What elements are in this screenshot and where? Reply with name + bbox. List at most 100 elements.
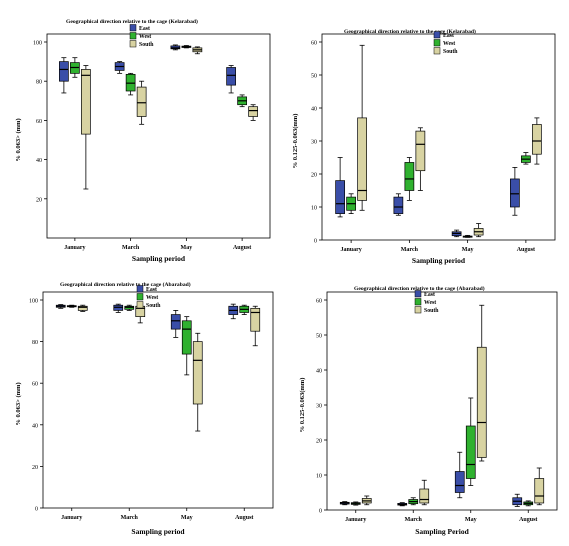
y-tick-label: 30 [311, 140, 317, 146]
x-tick-label: March [121, 515, 139, 521]
box-west [465, 425, 476, 479]
y-tick-label: 20 [36, 197, 42, 203]
y-tick-label: 40 [32, 423, 38, 429]
chart-abarabad-fine: 0 20 40 60 80 100 January March May August Geograp… [0, 270, 284, 541]
y-tick-label: 80 [32, 340, 38, 346]
legend-swatch-east [136, 285, 144, 293]
x-tick-label: August [235, 515, 253, 521]
legend-swatch-west [136, 293, 144, 301]
chart-svg: 20 40 60 80 100 January March May August Geograph… [15, 18, 271, 263]
y-tick-label: 40 [311, 107, 317, 113]
box-south [77, 305, 88, 311]
plot-frame [42, 291, 274, 509]
box-west [404, 162, 415, 191]
legend-label-east: East [424, 292, 435, 298]
x-tick-label: August [233, 245, 251, 251]
x-tick-label: January [61, 515, 82, 521]
y-tick-label: 60 [311, 41, 317, 47]
chart-svg: 0 10 20 30 40 50 60 January March May August Geogra… [292, 28, 556, 265]
y-tick-label: 20 [32, 465, 38, 471]
legend-label-east: East [146, 287, 157, 293]
y-tick-label: 60 [36, 119, 42, 125]
legend-label-west: West [146, 295, 158, 301]
legend-swatch-west [414, 298, 422, 306]
chart-abarabad-medium: 0 10 20 30 40 50 60 January March May August Geogra… [284, 270, 569, 541]
y-tick-label: 0 [319, 509, 322, 515]
x-axis-label: Sampling Period [415, 527, 469, 536]
legend-label-south: South [146, 303, 161, 309]
x-tick-label: August [517, 247, 535, 253]
legend-label-south: South [443, 49, 458, 55]
box-south [250, 307, 261, 332]
chart-title: Geographical direction relative to the c… [354, 285, 485, 292]
x-tick-label: May [462, 247, 474, 253]
legend-swatch-west [129, 32, 137, 40]
legend-label-east: East [139, 26, 150, 32]
x-tick-label: March [401, 247, 419, 253]
chart-title: Geographical direction relative to the c… [60, 281, 191, 288]
y-tick-label: 30 [316, 404, 322, 410]
plot-frame [321, 33, 556, 241]
y-tick-label: 10 [311, 206, 317, 212]
box-east [226, 67, 236, 86]
box-south [415, 130, 426, 172]
x-tick-label: May [465, 517, 477, 523]
y-axis-label: % 0.063> (mm) [15, 382, 22, 425]
legend-swatch-east [433, 31, 441, 39]
chart-title: Geographical direction relative to the c… [66, 18, 198, 25]
box-south [534, 478, 545, 504]
y-tick-label: 20 [316, 439, 322, 445]
chart-svg: 0 20 40 60 80 100 January March May August Geograp… [15, 281, 274, 536]
y-tick-label: 40 [36, 158, 42, 164]
y-tick-label: 100 [33, 41, 42, 47]
box-east [59, 61, 69, 82]
box-south [476, 346, 487, 458]
legend-swatch-south [129, 40, 137, 48]
x-axis-label: Sampling period [131, 527, 185, 536]
legend-label-west: West [139, 34, 151, 40]
x-tick-label: January [64, 245, 85, 251]
legend-label-south: South [424, 308, 439, 314]
legend-swatch-south [136, 301, 144, 309]
box-west [181, 320, 192, 355]
box-south [136, 86, 147, 117]
box-east [454, 471, 465, 493]
legend-swatch-south [433, 47, 441, 55]
box-east [510, 178, 520, 208]
box-east [393, 196, 404, 214]
y-tick-label: 10 [316, 474, 322, 480]
x-tick-label: May [181, 245, 193, 251]
y-axis-label: % 0.125-0.063(mm) [299, 378, 306, 433]
chart-kelarabad-fine: 20 40 60 80 100 January March May August Geograph… [0, 0, 284, 270]
legend-swatch-east [129, 24, 137, 32]
x-tick-label: August [519, 517, 537, 523]
box-south [532, 124, 542, 155]
legend-swatch-west [433, 39, 441, 47]
x-tick-label: March [122, 245, 140, 251]
y-axis-label: % 0.125-0.063(mm) [292, 114, 299, 169]
legend-swatch-south [414, 306, 422, 314]
box-south [192, 341, 203, 405]
box-south [248, 106, 258, 117]
legend-label-south: South [139, 42, 154, 48]
y-tick-label: 40 [316, 369, 322, 375]
box-east [170, 314, 181, 330]
legend-label-west: West [424, 300, 436, 306]
legend-label-east: East [443, 33, 454, 39]
y-tick-label: 100 [29, 299, 38, 305]
plot-frame [46, 33, 271, 239]
chart-kelarabad-medium: 0 10 20 30 40 50 60 January March May August Geogra… [284, 0, 569, 270]
box-east [335, 180, 345, 214]
x-tick-label: January [345, 517, 366, 523]
y-tick-label: 60 [32, 382, 38, 388]
y-tick-label: 0 [35, 507, 38, 513]
y-tick-label: 50 [316, 334, 322, 340]
y-tick-label: 0 [314, 239, 317, 245]
legend-label-west: West [443, 41, 455, 47]
x-tick-label: January [340, 247, 361, 253]
chart-title: Geographical direction relative to the c… [344, 28, 476, 35]
y-tick-label: 20 [311, 173, 317, 179]
y-tick-label: 80 [36, 80, 42, 86]
y-axis-label: % 0.063> (mm) [15, 118, 22, 161]
legend-swatch-east [414, 290, 422, 298]
